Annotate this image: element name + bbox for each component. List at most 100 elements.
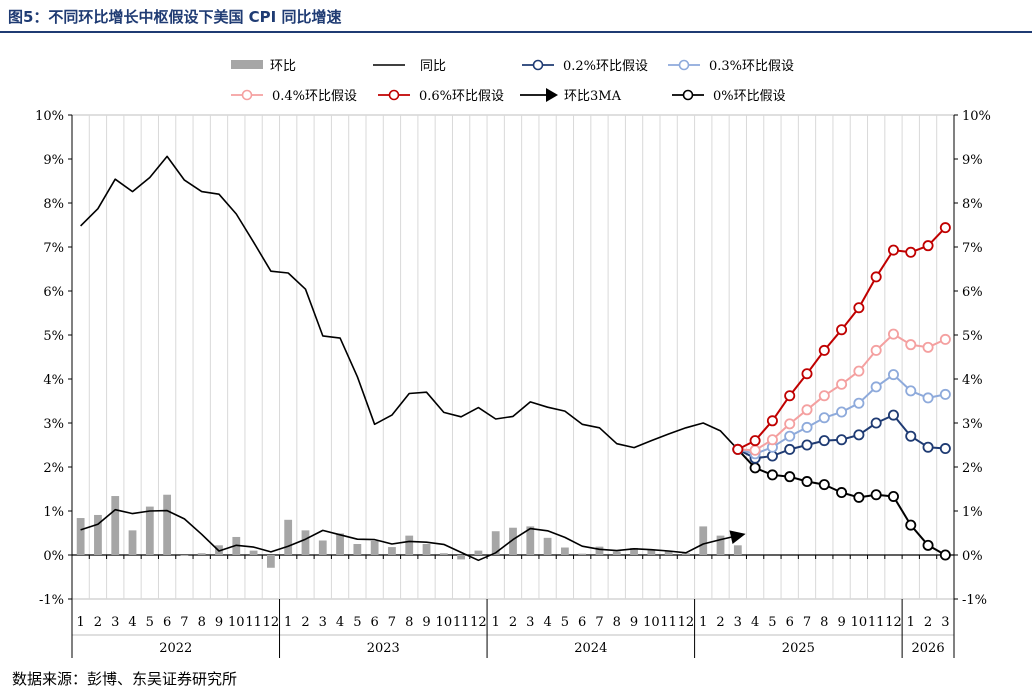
- month-label: 10: [851, 615, 868, 630]
- scenario-0-2-point: [853, 429, 865, 441]
- mom-bar: [128, 530, 137, 555]
- mom-bar: [76, 518, 85, 555]
- legend-mom-label: 环比: [270, 59, 296, 74]
- scenario-0-6-point: [870, 271, 882, 283]
- mom-bar: [664, 551, 673, 555]
- legend-s06-marker: [388, 89, 400, 101]
- mom-bar: [733, 545, 742, 555]
- scenario-0-6-point: [784, 390, 796, 402]
- month-label: 5: [768, 615, 776, 630]
- scenario-0-0-point: [836, 487, 848, 499]
- mom-bar: [578, 553, 587, 555]
- scenario-0-0-point: [922, 539, 934, 551]
- scenario-0-4-point: [939, 333, 951, 345]
- scenario-0-0-point: [766, 469, 778, 481]
- scenario-0-4-point: [766, 434, 778, 446]
- y-tick-label-left: 8%: [43, 197, 64, 212]
- title-rule: [0, 31, 1032, 33]
- scenario-0-4-point: [922, 341, 934, 353]
- mom-bar: [336, 533, 344, 555]
- mom-bar: [682, 553, 690, 555]
- legend-s02-label: 0.2%环比假设: [563, 59, 648, 74]
- mom-bar: [266, 555, 275, 568]
- scenario-0-4-point: [801, 404, 813, 416]
- month-label: 9: [422, 615, 430, 630]
- month-label: 8: [613, 615, 621, 630]
- yoy-line: [80, 155, 739, 450]
- year-label: 2024: [574, 641, 607, 656]
- scenario-0-6-point: [853, 302, 865, 314]
- mom-bar: [180, 555, 189, 556]
- legend-s04-marker: [241, 89, 253, 101]
- y-tick-label-right: 4%: [962, 373, 983, 388]
- y-tick-label-left: 3%: [43, 417, 64, 432]
- scenario-0-0-point: [853, 491, 865, 503]
- scenario-0-2-point: [922, 441, 934, 453]
- scenario-0-3-point: [905, 385, 917, 397]
- year-label: 2025: [782, 641, 815, 656]
- y-tick-label-right: 0%: [962, 549, 983, 564]
- month-label: 10: [643, 615, 660, 630]
- month-label: 3: [941, 615, 949, 630]
- scenario-0-6-point: [939, 222, 951, 234]
- legend-s02-marker: [532, 59, 544, 71]
- scenario-0-0-point: [801, 476, 813, 488]
- scenario-0-0-line: [737, 448, 946, 556]
- scenario-0-0-point: [749, 462, 761, 474]
- month-label: 1: [77, 615, 85, 630]
- y-tick-label-right: 2%: [962, 461, 983, 476]
- month-label: 4: [128, 615, 136, 630]
- scenario-0-0-point: [905, 519, 917, 531]
- mom-bar: [457, 555, 466, 560]
- scenario-0-6-point: [905, 246, 917, 258]
- month-label: 7: [803, 615, 811, 630]
- month-label: 4: [336, 615, 344, 630]
- scenario-0-3-point: [922, 392, 934, 404]
- year-label: 2026: [912, 641, 945, 656]
- month-label: 11: [245, 615, 262, 630]
- mom-bar: [145, 506, 154, 555]
- mom-3ma-line: [80, 508, 738, 562]
- y-tick-label-right: -1%: [962, 593, 987, 608]
- legend-arrow-label: 环比3MA: [564, 89, 622, 104]
- scenario-0-4-point: [905, 339, 917, 351]
- scenario-0-2-point: [801, 439, 813, 451]
- scenario-0-3-point: [836, 406, 848, 418]
- mom-bar: [491, 531, 500, 555]
- scenario-0-2-point: [784, 443, 796, 455]
- month-label: 7: [180, 615, 188, 630]
- mom-bar: [595, 546, 604, 555]
- chart-title: 图5：不同环比增长中枢假设下美国 CPI 同比增速: [8, 8, 342, 26]
- month-label: 6: [163, 615, 171, 630]
- y-tick-label-right: 3%: [962, 417, 983, 432]
- y-tick-label-left: 6%: [43, 285, 64, 300]
- month-label: 1: [284, 615, 292, 630]
- mom-bar: [699, 526, 708, 555]
- mom-bar: [560, 547, 569, 555]
- scenario-0-6-point: [766, 415, 778, 427]
- scenario-0-0-point: [818, 479, 830, 491]
- month-label: 11: [868, 615, 885, 630]
- plot-area: -1% -1% 0% 0% 1% 1% 2% 2% 3% 3% 4% 4% 5% 5% 6% 6% 7% 7% 8%…: [35, 109, 991, 658]
- month-label: 5: [353, 615, 361, 630]
- cpi-chart: 环比 同比 0.2%环比假设 0.3%环比假设 0.4%环比假设 0.6%环比假…: [35, 59, 991, 658]
- scenario-0-0-point: [784, 471, 796, 483]
- mom-bar: [526, 526, 535, 555]
- month-label: 3: [734, 615, 742, 630]
- year-label: 2023: [367, 641, 400, 656]
- scenario-0-2-point: [939, 443, 951, 455]
- scenario-0-0-point: [870, 489, 882, 501]
- scenario-0-2-point: [887, 409, 899, 421]
- month-label: 4: [543, 615, 551, 630]
- scenario-0-0-point: [939, 549, 951, 561]
- scenario-0-3-point: [801, 421, 813, 433]
- y-tick-label-left: 9%: [43, 153, 64, 168]
- month-label: 6: [786, 615, 794, 630]
- scenario-0-3-point: [784, 430, 796, 442]
- month-label: 9: [215, 615, 223, 630]
- y-tick-label-right: 9%: [962, 153, 983, 168]
- mom-bar: [353, 544, 362, 555]
- scenario-0-6-point: [801, 368, 813, 380]
- scenario-0-6-point: [922, 240, 934, 252]
- month-label: 12: [263, 615, 280, 630]
